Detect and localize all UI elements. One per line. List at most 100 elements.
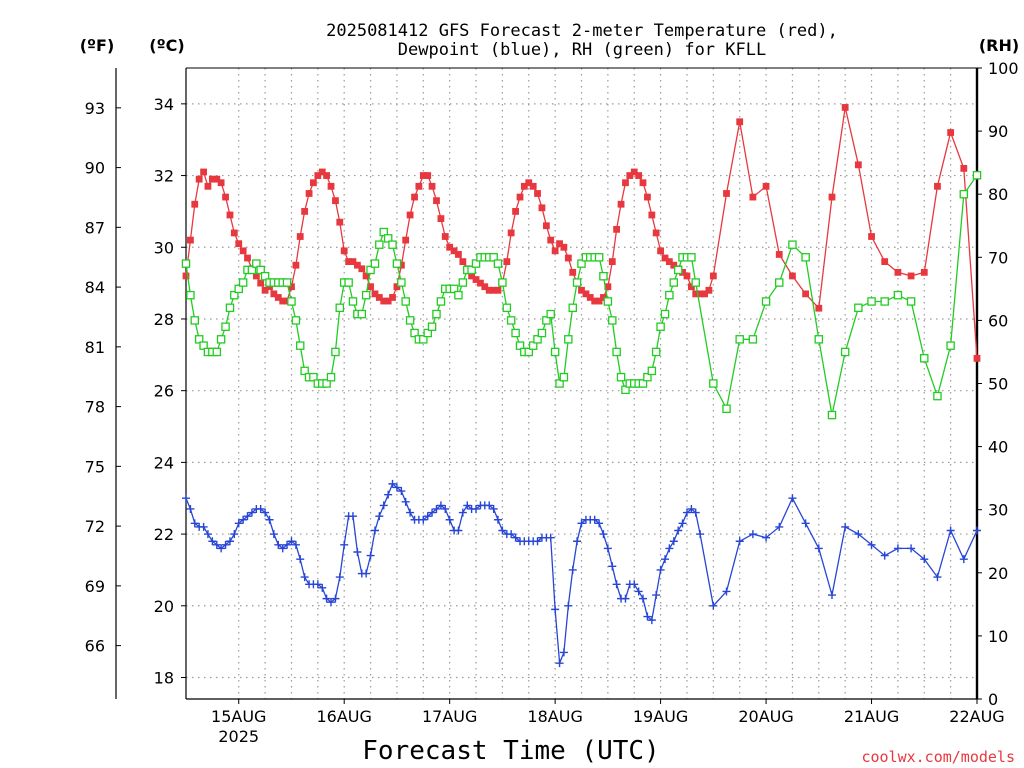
rh-point — [709, 379, 718, 388]
dewpoint-point — [370, 526, 379, 535]
temperature-point — [578, 286, 585, 294]
rh-point — [577, 259, 586, 268]
temperature-point — [661, 254, 669, 262]
dewpoint-point — [827, 591, 836, 600]
temperature-point — [450, 247, 458, 255]
temperature-point — [191, 200, 199, 208]
dewpoint-point — [256, 504, 265, 513]
rh-point — [388, 240, 397, 249]
temperature-point — [318, 168, 326, 176]
temperature-point — [617, 200, 625, 208]
fahrenheit-tick-label: 78 — [85, 398, 105, 417]
dewpoint-point — [296, 555, 305, 564]
rh-point — [594, 253, 604, 262]
rh-point — [946, 341, 955, 350]
rh-point — [669, 278, 679, 287]
dewpoint-point — [335, 573, 344, 582]
temperature-point — [881, 258, 889, 266]
x-tick-label: 17AUG — [422, 707, 477, 726]
dewpoint-point — [762, 533, 771, 542]
rh-point — [252, 259, 261, 268]
dewpoint-point — [322, 594, 331, 603]
temperature-point — [274, 294, 282, 301]
rh-point — [801, 253, 810, 262]
dewpoint-point — [920, 555, 929, 564]
rh-point — [379, 227, 388, 237]
dewpoint-point — [590, 515, 599, 524]
rh-point — [225, 303, 235, 313]
temperature-point — [477, 279, 484, 287]
rh-point — [599, 271, 608, 281]
temperature-point — [182, 272, 190, 280]
credit-label: coolwx.com/models — [861, 748, 1015, 766]
temperature-point — [411, 193, 418, 201]
rh-tick-label: 20 — [988, 564, 1008, 583]
temperature-point — [520, 182, 528, 190]
temperature-point — [310, 179, 317, 187]
temperature-point — [270, 290, 278, 298]
temperature-point — [384, 297, 392, 305]
dewpoint-point — [498, 526, 507, 535]
celsius-tick-label: 22 — [154, 525, 174, 544]
temperature-point — [762, 182, 770, 190]
rh-point — [572, 278, 582, 287]
rh-point — [419, 335, 428, 344]
dewpoint-point — [678, 519, 687, 528]
rh-point — [287, 297, 296, 306]
dewpoint-point — [265, 515, 274, 524]
dewpoint-point — [669, 537, 678, 546]
rh-point — [616, 372, 626, 382]
temperature-point — [701, 290, 708, 298]
rh-point — [854, 303, 863, 313]
fahrenheit-tick-label: 72 — [85, 517, 105, 536]
dewpoint-point — [221, 540, 230, 549]
rh-point — [454, 290, 463, 300]
temperature-point — [332, 197, 339, 205]
rh-point — [309, 372, 318, 382]
rh-point — [260, 271, 270, 281]
rh-point — [234, 284, 243, 294]
temperature-point — [547, 236, 555, 244]
rh-point — [432, 309, 441, 319]
dewpoint-point — [362, 569, 371, 578]
temperature-point — [630, 168, 638, 176]
dewpoint-point — [696, 530, 705, 539]
fahrenheit-tick-label: 84 — [85, 278, 105, 297]
dewpoint-point — [463, 501, 472, 510]
temperature-point — [512, 208, 519, 215]
dewpoint-point — [239, 515, 248, 524]
rh-point — [427, 322, 437, 331]
dewpoint-point — [278, 544, 287, 553]
fahrenheit-tick-label: 90 — [85, 159, 105, 178]
temperature-point — [292, 261, 300, 269]
dewpoint-point — [603, 544, 612, 553]
temperature-point — [437, 215, 445, 222]
dewpoint-point — [568, 565, 577, 574]
temperature-point — [591, 297, 599, 305]
temperature-point — [433, 197, 440, 205]
dewpoint-point — [313, 580, 322, 589]
temperature-point — [257, 279, 265, 287]
rh-point — [643, 372, 652, 382]
rh-tick-label: 80 — [988, 185, 1008, 204]
dewpoint-point — [208, 537, 217, 546]
rh-point — [493, 259, 503, 268]
dewpoint-point — [559, 648, 568, 657]
temperature-point — [503, 258, 511, 266]
temperature-point — [582, 290, 590, 298]
rh-point — [515, 341, 525, 350]
temperature-point — [393, 283, 401, 291]
temperature-point — [907, 272, 915, 280]
dewpoint-point — [441, 504, 450, 513]
dewpoint-point — [458, 508, 467, 517]
series-dewpoint — [182, 479, 981, 668]
temperature-point — [371, 290, 379, 298]
celsius-tick-label: 26 — [154, 382, 174, 401]
temperature-point — [397, 261, 405, 269]
x-tick-label: 19AUG — [633, 707, 688, 726]
dewpoint-point — [318, 583, 327, 592]
rh-point — [691, 278, 700, 287]
temperature-point — [525, 179, 533, 187]
rh-point — [216, 335, 226, 344]
dewpoint-point — [472, 504, 481, 513]
